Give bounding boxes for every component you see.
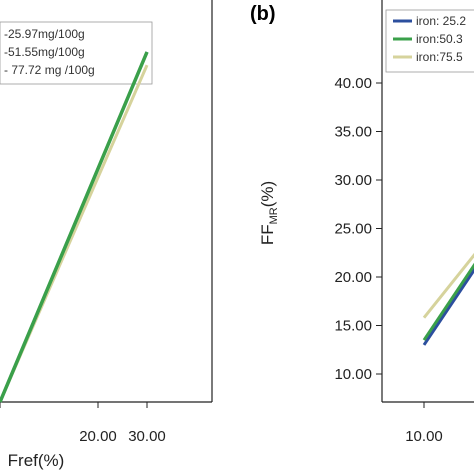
panel-b-y-tick-label-7: 40.00 <box>334 75 372 92</box>
panel-a-x-tick-label-1: 20.00 <box>79 428 117 445</box>
panel-b-y-tick-label-4: 25.00 <box>334 221 372 238</box>
panel-b-y-tick-label-6: 35.00 <box>334 124 372 141</box>
panel-b-legend: iron: 25.2 iron:50.3 iron:75.5 <box>393 14 466 64</box>
panel-b-y-tick-label-2: 15.00 <box>334 318 372 335</box>
panel-b-legend-entry-1: iron: 25.2 <box>416 14 466 28</box>
panel-b-y-tick-label-3: 20.00 <box>334 269 372 286</box>
panel-b-legend-entry-3: iron:75.5 <box>416 50 463 64</box>
panel-a: -25.97mg/100g -51.55mg/100g - 77.72 mg /10… <box>0 0 213 470</box>
panel-a-legend-entry-2: -51.55mg/100g <box>4 45 85 59</box>
panel-a-x-tick-label-2: 30.00 <box>128 428 166 445</box>
panel-a-series-line-2 <box>0 51 149 403</box>
panel-b-y-ticks: 10.00 15.00 20.00 25.00 30.00 35.00 40.00 <box>334 75 382 383</box>
panel-a-legend-entry-3: - 77.72 mg /100g <box>4 63 95 77</box>
panel-a-legend-box <box>0 21 153 85</box>
panel-b-series <box>422 252 474 346</box>
panel-a-series <box>0 51 149 403</box>
panel-a-x-axis-label: Fref(%) <box>8 451 65 470</box>
panel-b-series-line-1 <box>422 267 474 346</box>
panel-b-label: (b) <box>250 3 276 25</box>
panel-b-legend-entry-2: iron:50.3 <box>416 32 463 46</box>
panel-b-y-axis-label: FFMR(%) <box>258 181 280 245</box>
panel-a-legend: -25.97mg/100g -51.55mg/100g - 77.72 mg /10… <box>4 27 95 77</box>
panel-a-x-ticks: 20.00 30.00 <box>0 402 166 445</box>
y-label-main: FF <box>258 224 277 245</box>
y-label-subscript: MR <box>268 207 280 224</box>
panel-b-y-tick-label-1: 10.00 <box>334 366 372 383</box>
y-label-suffix: (%) <box>258 181 277 207</box>
panel-a-legend-entry-1: -25.97mg/100g <box>4 27 85 41</box>
panel-b-series-line-3 <box>422 252 474 319</box>
panel-b: (b) 10.0015.0020.0025.0030.0035.0040.00 … <box>250 0 474 445</box>
panel-b-x-ticks: 10.00 <box>405 402 443 445</box>
panel-b-y-tick-label-5: 30.00 <box>334 172 372 189</box>
panel-b-x-tick-label-1: 10.00 <box>405 428 443 445</box>
panel-b-series-line-2 <box>422 262 474 341</box>
